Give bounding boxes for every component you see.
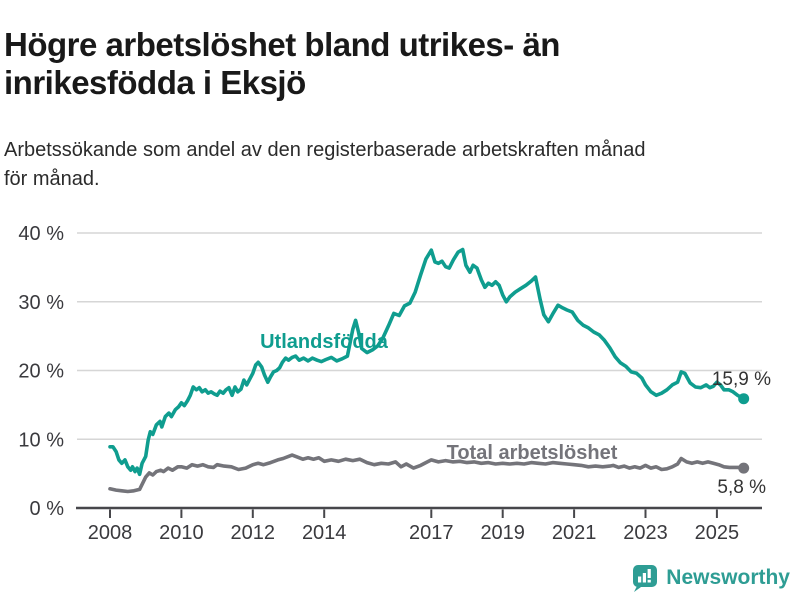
title-line-1: Högre arbetslöshet bland utrikes- än bbox=[4, 26, 560, 64]
page-title: Högre arbetslöshet bland utrikes- än inri… bbox=[4, 26, 784, 103]
x-axis-tick-label: 2008 bbox=[88, 522, 133, 544]
x-axis-tick-label: 2014 bbox=[302, 522, 347, 544]
series-end-value-utlandsfodda: 15,9 % bbox=[712, 369, 771, 390]
series-line-utlandsfodda bbox=[108, 247, 746, 477]
x-axis-tick-label: 2025 bbox=[695, 522, 740, 544]
x-axis-tick-label: 2017 bbox=[409, 522, 454, 544]
subtitle-line-2: för månad. bbox=[4, 168, 100, 190]
y-axis-tick-label: 10 % bbox=[18, 429, 64, 451]
y-axis-tick-label: 30 % bbox=[18, 292, 64, 314]
x-axis-tick-label: 2019 bbox=[480, 522, 525, 544]
chart-subtitle: Arbetssökande som andel av den registerb… bbox=[4, 136, 794, 194]
y-axis-tick-label: 0 % bbox=[30, 498, 65, 520]
x-axis-tick-label: 2021 bbox=[552, 522, 597, 544]
y-axis-tick-label: 20 % bbox=[18, 361, 64, 383]
brand-name: Newsworthy bbox=[666, 566, 790, 589]
newsworthy-logo-icon bbox=[633, 564, 658, 592]
x-axis-tick-label: 2023 bbox=[623, 522, 668, 544]
x-axis-tick-label: 2010 bbox=[159, 522, 204, 544]
subtitle-line-1: Arbetssökande som andel av den registerb… bbox=[4, 139, 646, 161]
series-end-dot-total-arbetsloshet bbox=[738, 462, 750, 474]
series-end-value-total-arbetsloshet: 5,8 % bbox=[717, 477, 766, 498]
brand-footer: Newsworthy bbox=[631, 563, 790, 593]
series-label-utlandsfodda: Utlandsfödda bbox=[260, 331, 389, 353]
y-axis-tick-label: 40 % bbox=[18, 223, 64, 245]
series-line-total-arbetsloshet bbox=[108, 453, 746, 494]
series-end-dot-utlandsfodda bbox=[738, 393, 750, 405]
x-axis-tick-label: 2012 bbox=[231, 522, 276, 544]
title-line-2: inrikesfödda i Eksjö bbox=[4, 64, 306, 102]
series-label-total-arbetsloshet: Total arbetslöshet bbox=[447, 442, 618, 464]
